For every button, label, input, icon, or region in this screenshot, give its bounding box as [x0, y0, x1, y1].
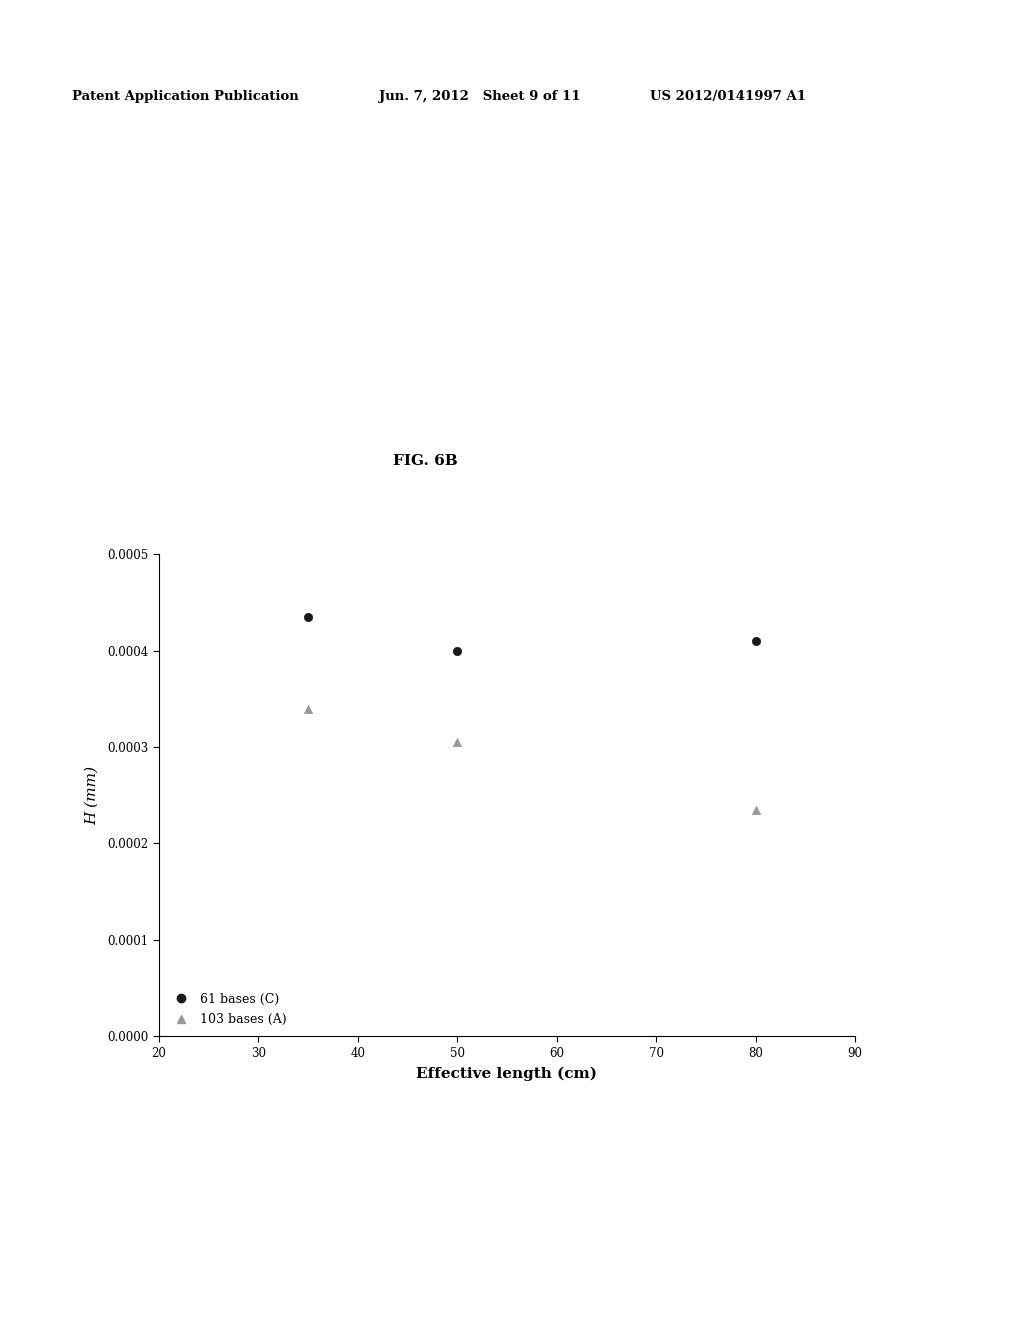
Text: Patent Application Publication: Patent Application Publication	[72, 90, 298, 103]
Point	[748, 799, 764, 820]
Text: US 2012/0141997 A1: US 2012/0141997 A1	[650, 90, 806, 103]
X-axis label: Effective length (cm): Effective length (cm)	[417, 1067, 597, 1081]
Point	[449, 731, 465, 752]
Text: FIG. 6B: FIG. 6B	[392, 454, 458, 467]
Point	[748, 631, 764, 652]
Point	[449, 640, 465, 661]
Point	[300, 606, 316, 627]
Point	[300, 698, 316, 719]
Y-axis label: H (mm): H (mm)	[85, 766, 98, 825]
Text: Jun. 7, 2012   Sheet 9 of 11: Jun. 7, 2012 Sheet 9 of 11	[379, 90, 581, 103]
Legend: 61 bases (C), 103 bases (A): 61 bases (C), 103 bases (A)	[165, 989, 291, 1030]
